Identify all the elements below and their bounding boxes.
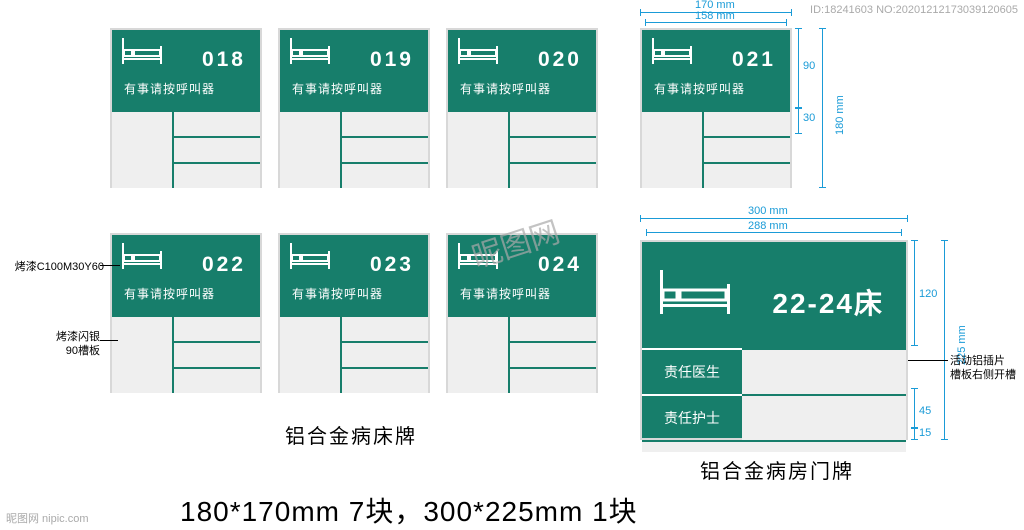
- leader-silver: [100, 340, 118, 341]
- caption-right: 铝合金病房门牌: [700, 455, 854, 484]
- bed-sign-020: 020 有事请按呼叫器: [446, 28, 598, 188]
- bed-subtitle: 有事请按呼叫器: [460, 285, 551, 302]
- room-label-doctor: 责任医生: [642, 350, 742, 396]
- bed-number: 019: [370, 48, 414, 72]
- dim-side-mid: [798, 108, 799, 134]
- bed-icon: [652, 38, 692, 66]
- room-sign: 22-24床 责任医生 责任护士: [640, 240, 908, 440]
- summary-text: 180*170mm 7块，300*225mm 1块: [180, 490, 638, 530]
- bed-number: 023: [370, 253, 414, 277]
- dim-big-top-outer: [640, 218, 908, 219]
- bed-subtitle: 有事请按呼叫器: [460, 80, 551, 97]
- bed-subtitle: 有事请按呼叫器: [124, 80, 215, 97]
- bed-sign-021: 021 有事请按呼叫器: [640, 28, 792, 188]
- bed-sign-019: 019 有事请按呼叫器: [278, 28, 430, 188]
- bed-subtitle: 有事请按呼叫器: [292, 285, 383, 302]
- bed-subtitle: 有事请按呼叫器: [124, 285, 215, 302]
- bed-sign-023: 023 有事请按呼叫器: [278, 233, 430, 393]
- annot-silver-l2: 90槽板: [40, 342, 100, 358]
- bed-number: 022: [202, 253, 246, 277]
- dim-big-side-lower-label: 15: [919, 427, 931, 439]
- bed-subtitle: 有事请按呼叫器: [654, 80, 745, 97]
- signage-diagram: 018 有事请按呼叫器 019 有事请按呼叫器 020 有事请按呼叫器 021 …: [0, 0, 1024, 530]
- room-label-nurse: 责任护士: [642, 396, 742, 440]
- bed-number: 021: [732, 48, 776, 72]
- bed-subtitle: 有事请按呼叫器: [292, 80, 383, 97]
- bed-icon: [290, 38, 330, 66]
- bed-icon: [660, 270, 730, 318]
- bed-icon: [122, 243, 162, 271]
- dim-big-side-mid-label: 45: [919, 405, 931, 417]
- dim-side-upper: [798, 28, 799, 108]
- dim-big-top-outer-label: 300 mm: [748, 205, 788, 217]
- watermark-left: 昵图网 nipic.com: [6, 510, 89, 526]
- bed-icon: [122, 38, 162, 66]
- dim-big-side-upper-label: 120: [919, 288, 937, 300]
- bed-number: 018: [202, 48, 246, 72]
- bed-sign-018: 018 有事请按呼叫器: [110, 28, 262, 188]
- watermark-right: ID:18241603 NO:20201212173039120605: [810, 4, 1018, 16]
- bed-number: 020: [538, 48, 582, 72]
- dim-big-side-lower: [914, 428, 915, 440]
- annot-insert-l2: 槽板右侧开槽: [950, 366, 1016, 382]
- caption-left: 铝合金病床牌: [285, 420, 417, 449]
- leader-insert: [908, 360, 948, 361]
- dim-big-side-mid: [914, 388, 915, 428]
- dim-big-side-upper: [914, 240, 915, 346]
- dim-big-top-inner-label: 288 mm: [748, 220, 788, 232]
- dim-big-side-total: [944, 240, 945, 440]
- bed-number: 024: [538, 253, 582, 277]
- bed-icon: [458, 38, 498, 66]
- room-title: 22-24床: [772, 282, 884, 322]
- bed-icon: [290, 243, 330, 271]
- leader-paint: [100, 265, 120, 266]
- bed-sign-022: 022 有事请按呼叫器: [110, 233, 262, 393]
- dim-side-mid-label: 30: [803, 112, 815, 124]
- dim-side-total-label: 180 mm: [834, 95, 846, 135]
- dim-big-top-inner: [646, 232, 902, 233]
- dim-top-inner: [645, 22, 787, 23]
- dim-side-upper-label: 90: [803, 60, 815, 72]
- annot-paint: 烤漆C100M30Y60: [4, 258, 104, 274]
- dim-top-inner-label: 158 mm: [695, 10, 735, 22]
- dim-side-total: [822, 28, 823, 188]
